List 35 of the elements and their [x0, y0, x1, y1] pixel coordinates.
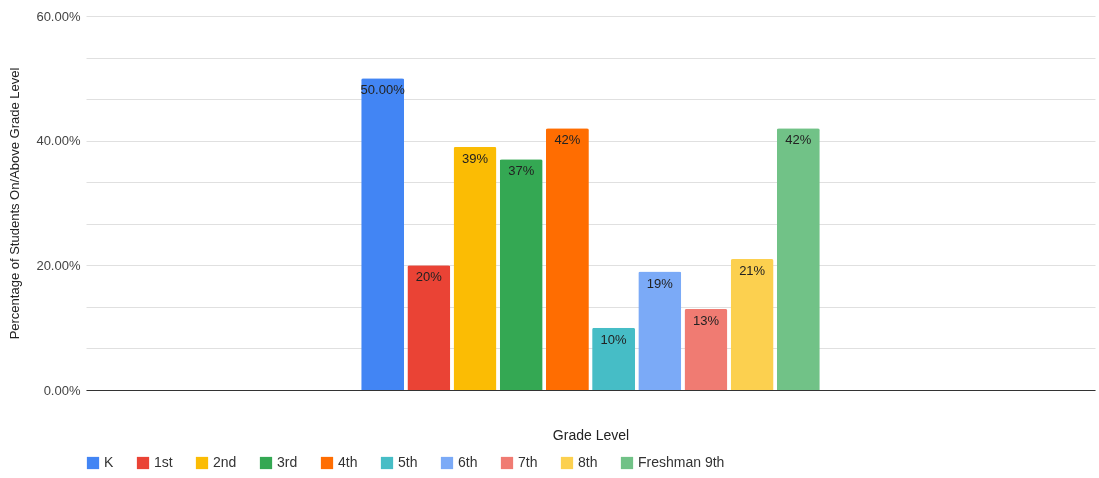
data-label: 37% [508, 163, 535, 179]
bar [499, 159, 543, 390]
legend-label: 8th [578, 454, 598, 470]
y-axis-title: Percentage of Students On/Above Grade Level [7, 67, 23, 340]
y-tick-label: 60.00% [36, 8, 81, 24]
y-tick-label: 0.00% [43, 382, 81, 398]
bar [407, 265, 451, 390]
legend-label: 2nd [213, 454, 237, 470]
data-label: 21% [739, 263, 766, 279]
bar [453, 146, 497, 390]
bar [592, 327, 636, 390]
legend-label: 3rd [277, 454, 298, 470]
data-label: 13% [692, 312, 720, 328]
legend-label: K [104, 454, 114, 470]
data-label: 42% [785, 132, 812, 148]
data-label: 20% [415, 269, 443, 285]
bar [776, 128, 820, 390]
y-tick-label: 40.00% [36, 133, 81, 149]
legend-label: 4th [338, 454, 358, 470]
legend-label: 6th [458, 454, 478, 470]
bar [638, 271, 682, 390]
data-label: 42% [554, 132, 581, 148]
x-axis-title: Grade Level [552, 426, 630, 443]
legend-label: Freshman 9th [638, 454, 725, 470]
bar [361, 78, 405, 390]
bar [545, 128, 589, 390]
bar [730, 259, 774, 390]
legend-label: 7th [518, 454, 538, 470]
y-tick-label: 20.00% [36, 257, 81, 273]
bar [684, 308, 728, 390]
data-label: 39% [462, 150, 489, 166]
data-label: 10% [600, 331, 628, 347]
data-label: 19% [646, 275, 674, 291]
legend-label: 1st [154, 454, 173, 470]
legend-label: 5th [398, 454, 418, 470]
